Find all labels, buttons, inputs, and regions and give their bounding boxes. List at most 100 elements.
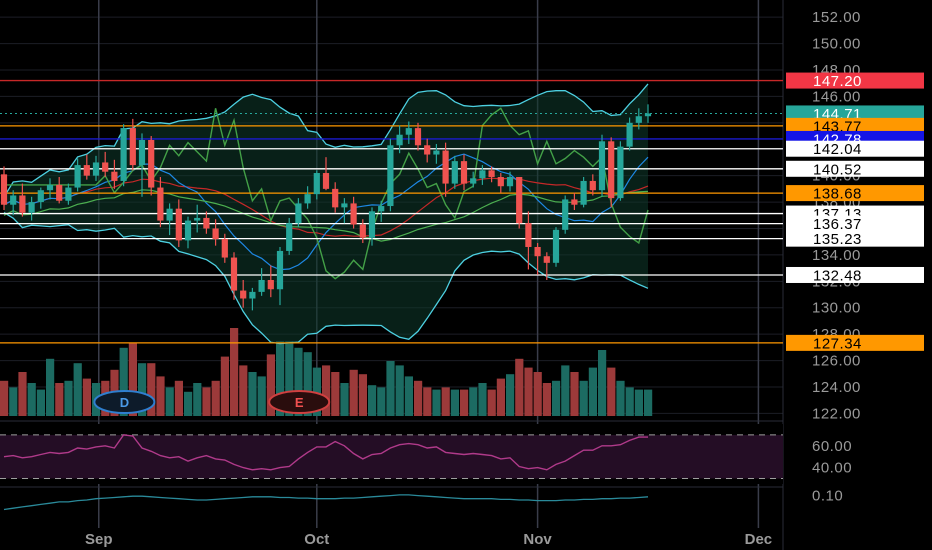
- candle-body[interactable]: [405, 128, 412, 135]
- price-tick-label: 150.00: [812, 36, 861, 53]
- candle-body[interactable]: [221, 239, 228, 258]
- candle-body[interactable]: [497, 176, 504, 187]
- price-tag[interactable]: [786, 160, 924, 177]
- candle-body[interactable]: [286, 223, 293, 251]
- candle-body[interactable]: [267, 280, 274, 290]
- candle-body[interactable]: [552, 229, 560, 263]
- candle-body[interactable]: [92, 162, 100, 176]
- candle-body[interactable]: [368, 211, 376, 238]
- candle-body[interactable]: [516, 176, 523, 224]
- volume-bar: [257, 376, 266, 416]
- candle-body[interactable]: [322, 173, 330, 189]
- candle-body[interactable]: [10, 195, 17, 205]
- price-tag[interactable]: [786, 215, 924, 232]
- candle-body[interactable]: [120, 128, 127, 181]
- candle-body[interactable]: [534, 246, 541, 257]
- candle-body[interactable]: [46, 184, 54, 191]
- candle-body[interactable]: [341, 203, 348, 208]
- candle-body[interactable]: [387, 145, 394, 207]
- event-marker-e[interactable]: [268, 390, 331, 414]
- time-axis-label[interactable]: Dec: [745, 531, 773, 548]
- candle-body[interactable]: [359, 224, 366, 238]
- time-axis-label[interactable]: Oct: [304, 531, 329, 548]
- candle-body[interactable]: [65, 187, 72, 201]
- candle-body[interactable]: [102, 162, 109, 172]
- candle-body[interactable]: [635, 116, 642, 123]
- candle-body[interactable]: [249, 291, 256, 299]
- candle-body[interactable]: [562, 199, 569, 230]
- price-tag[interactable]: [786, 117, 924, 134]
- candle-body[interactable]: [396, 134, 403, 146]
- volume-bar: [174, 380, 183, 416]
- candle-body[interactable]: [479, 170, 486, 179]
- candle-body[interactable]: [598, 141, 606, 191]
- candle-body[interactable]: [194, 217, 201, 221]
- candle-body[interactable]: [111, 171, 118, 181]
- volume-bar: [64, 380, 73, 416]
- candle-body[interactable]: [28, 202, 35, 213]
- candle-body[interactable]: [424, 145, 431, 155]
- price-tag[interactable]: [786, 72, 924, 89]
- price-tags[interactable]: 147.20144.71143.77142.78142.04140.52138.…: [786, 72, 924, 353]
- candle-body[interactable]: [589, 180, 596, 191]
- candle-body[interactable]: [276, 250, 284, 290]
- candle-body[interactable]: [414, 128, 422, 146]
- candle-body[interactable]: [83, 165, 90, 176]
- candlesticks[interactable]: [0, 104, 652, 311]
- price-tag-label: 140.52: [813, 161, 862, 178]
- candle-body[interactable]: [350, 203, 357, 225]
- time-axis[interactable]: Sep Oct Nov Dec: [85, 531, 772, 548]
- candle-body[interactable]: [230, 257, 238, 291]
- volume-bar: [386, 361, 395, 416]
- candle-body[interactable]: [378, 206, 385, 212]
- candle-body[interactable]: [451, 161, 458, 184]
- candle-body[interactable]: [148, 140, 155, 188]
- candle-body[interactable]: [608, 141, 615, 199]
- volume-bar: [128, 343, 137, 416]
- candle-body[interactable]: [304, 194, 311, 204]
- price-tag[interactable]: [786, 140, 924, 157]
- candle-body[interactable]: [571, 199, 578, 205]
- price-tag[interactable]: [786, 266, 924, 283]
- candle-body[interactable]: [175, 208, 182, 241]
- candle-body[interactable]: [626, 122, 633, 147]
- time-axis-label[interactable]: Nov: [523, 531, 552, 548]
- candle-body[interactable]: [258, 280, 265, 292]
- candle-body[interactable]: [470, 178, 477, 184]
- candle-body[interactable]: [460, 161, 468, 184]
- candle-body[interactable]: [488, 170, 495, 177]
- candle-body[interactable]: [295, 203, 302, 224]
- volume-bar: [0, 380, 9, 416]
- candle-body[interactable]: [56, 184, 63, 201]
- price-tag[interactable]: [786, 230, 924, 247]
- candle-body[interactable]: [184, 220, 192, 241]
- candle-body[interactable]: [129, 128, 136, 166]
- candle-body[interactable]: [644, 113, 652, 117]
- candle-body[interactable]: [19, 195, 26, 213]
- candle-body[interactable]: [240, 290, 247, 299]
- candle-body[interactable]: [203, 217, 210, 229]
- candle-body[interactable]: [442, 150, 449, 184]
- price-tag[interactable]: [786, 185, 924, 202]
- price-tag[interactable]: [786, 334, 924, 351]
- candle-body[interactable]: [617, 146, 624, 199]
- candle-body[interactable]: [433, 150, 440, 155]
- candle-body[interactable]: [138, 140, 146, 166]
- event-marker-d[interactable]: [93, 390, 156, 414]
- candle-body[interactable]: [37, 190, 44, 203]
- price-tag[interactable]: [786, 105, 924, 122]
- candle-body[interactable]: [313, 173, 320, 195]
- candle-body[interactable]: [525, 223, 532, 247]
- candle-body[interactable]: [580, 180, 587, 205]
- candle-body[interactable]: [212, 228, 219, 240]
- candle-body[interactable]: [157, 187, 164, 221]
- candle-body[interactable]: [543, 256, 550, 263]
- candle-body[interactable]: [0, 174, 8, 205]
- candle-body[interactable]: [166, 208, 173, 221]
- time-axis-label[interactable]: Sep: [85, 531, 113, 548]
- candle-body[interactable]: [332, 188, 339, 208]
- candle-body[interactable]: [74, 165, 81, 188]
- candle-body[interactable]: [506, 176, 514, 187]
